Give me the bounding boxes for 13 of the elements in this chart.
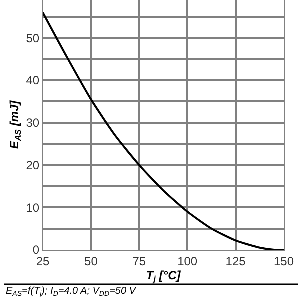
y-tick-label: 40 bbox=[26, 74, 40, 88]
x-tick-label: 150 bbox=[274, 254, 294, 268]
x-axis-title: T$_{j}$ [°C] bbox=[146, 268, 182, 284]
x-tick-label: 125 bbox=[226, 254, 246, 268]
y-tick-label: 10 bbox=[26, 200, 40, 215]
x-tick-label: 75 bbox=[132, 254, 146, 268]
x-tick-label: 50 bbox=[84, 254, 98, 268]
y-tick-label: 30 bbox=[26, 116, 40, 130]
y-tick-label: 50 bbox=[26, 31, 40, 46]
x-tick-label: 100 bbox=[178, 254, 198, 268]
line-series bbox=[43, 12, 284, 250]
y-tick-label: 20 bbox=[26, 158, 40, 172]
text: E$_{AS}$=f(T$_{j}$); I$_{D}$=4.0 A; V$_{DD}$=50 V bbox=[6, 286, 136, 298]
